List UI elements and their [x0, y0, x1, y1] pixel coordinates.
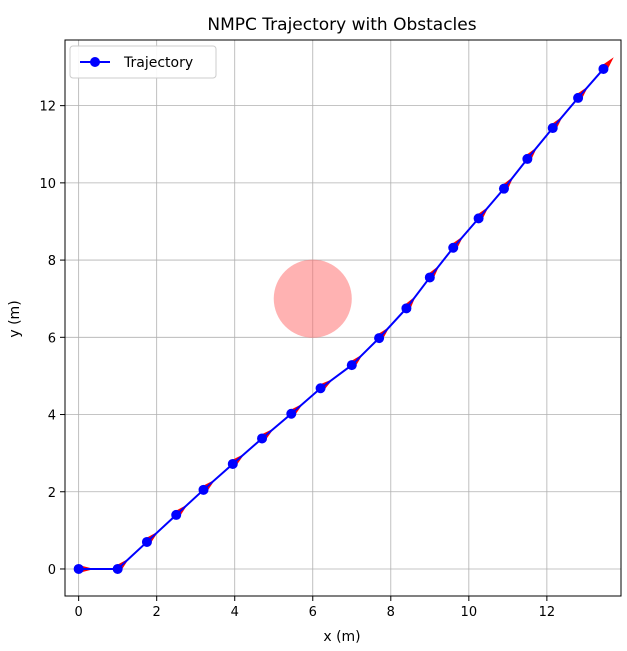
- grid-lines: [65, 40, 621, 596]
- trajectory-point: [227, 458, 238, 469]
- chart-title: NMPC Trajectory with Obstacles: [207, 15, 476, 35]
- obstacles: [273, 259, 352, 338]
- trajectory-point: [257, 433, 268, 444]
- trajectory-point: [598, 63, 609, 74]
- trajectory-point: [171, 509, 182, 520]
- x-tick-label: 4: [231, 605, 239, 620]
- y-tick-label: 0: [48, 563, 56, 578]
- y-tick-label: 10: [39, 177, 56, 192]
- trajectory-point: [522, 153, 533, 164]
- y-axis-label: y (m): [7, 300, 23, 337]
- trajectory-point: [286, 408, 297, 419]
- trajectory-point: [112, 563, 123, 574]
- y-tick-label: 12: [39, 100, 56, 115]
- trajectory-point: [73, 563, 84, 574]
- x-axis-label: x (m): [323, 629, 360, 645]
- legend-box: [69, 45, 217, 79]
- trajectory-point: [198, 484, 209, 495]
- trajectory-point: [498, 183, 509, 194]
- legend-marker-swatch: [90, 57, 100, 67]
- obstacle-circle: [273, 259, 352, 338]
- trajectory-point: [573, 92, 584, 103]
- x-tick-label: 2: [153, 605, 161, 620]
- trajectory-series: [73, 63, 609, 574]
- x-tick-label: 6: [309, 605, 317, 620]
- legend-label-trajectory: Trajectory: [123, 55, 193, 71]
- trajectory-point: [547, 123, 558, 134]
- trajectory-point: [346, 360, 357, 371]
- trajectory-point: [448, 242, 459, 253]
- trajectory-point: [315, 383, 326, 394]
- legend: Trajectory: [69, 45, 217, 79]
- y-tick-label: 4: [48, 409, 56, 424]
- trajectory-line: [78, 68, 605, 570]
- x-tick-label: 8: [387, 605, 395, 620]
- plot-frame: [64, 39, 622, 597]
- x-axis-ticks: 0 2 4 6 8 10 12: [75, 596, 556, 620]
- trajectory-point: [141, 536, 152, 547]
- trajectory-point: [424, 272, 435, 283]
- y-tick-label: 8: [48, 254, 56, 269]
- trajectory-point: [401, 303, 412, 314]
- y-tick-label: 6: [48, 331, 56, 346]
- y-axis-ticks: 0 2 4 6 8 10 12: [39, 100, 65, 578]
- x-tick-label: 10: [461, 605, 478, 620]
- x-tick-label: 12: [539, 605, 556, 620]
- x-tick-label: 0: [75, 605, 83, 620]
- trajectory-point: [473, 213, 484, 224]
- trajectory-point: [374, 333, 385, 344]
- y-tick-label: 2: [48, 486, 56, 501]
